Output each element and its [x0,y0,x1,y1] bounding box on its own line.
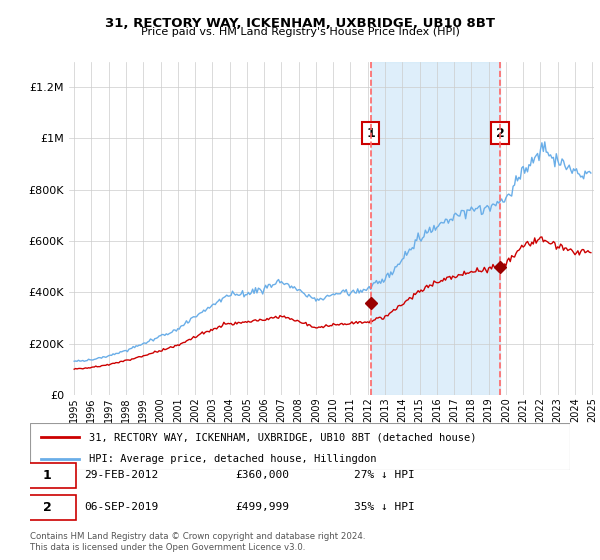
Text: 31, RECTORY WAY, ICKENHAM, UXBRIDGE, UB10 8BT: 31, RECTORY WAY, ICKENHAM, UXBRIDGE, UB1… [105,17,495,30]
Text: 1: 1 [367,127,375,140]
FancyBboxPatch shape [30,423,570,470]
Text: 35% ↓ HPI: 35% ↓ HPI [354,502,415,512]
Text: 27% ↓ HPI: 27% ↓ HPI [354,470,415,480]
FancyBboxPatch shape [19,463,76,488]
FancyBboxPatch shape [19,494,76,520]
Text: £360,000: £360,000 [235,470,289,480]
Text: HPI: Average price, detached house, Hillingdon: HPI: Average price, detached house, Hill… [89,454,377,464]
Text: £499,999: £499,999 [235,502,289,512]
Text: 06-SEP-2019: 06-SEP-2019 [84,502,158,512]
Text: 2: 2 [43,501,52,514]
Text: Contains HM Land Registry data © Crown copyright and database right 2024.
This d: Contains HM Land Registry data © Crown c… [30,532,365,552]
Text: 1: 1 [43,469,52,482]
Text: Price paid vs. HM Land Registry's House Price Index (HPI): Price paid vs. HM Land Registry's House … [140,27,460,37]
Bar [371,62,500,395]
Text: 2: 2 [496,127,505,140]
Text: 31, RECTORY WAY, ICKENHAM, UXBRIDGE, UB10 8BT (detached house): 31, RECTORY WAY, ICKENHAM, UXBRIDGE, UB1… [89,432,477,442]
Text: 29-FEB-2012: 29-FEB-2012 [84,470,158,480]
